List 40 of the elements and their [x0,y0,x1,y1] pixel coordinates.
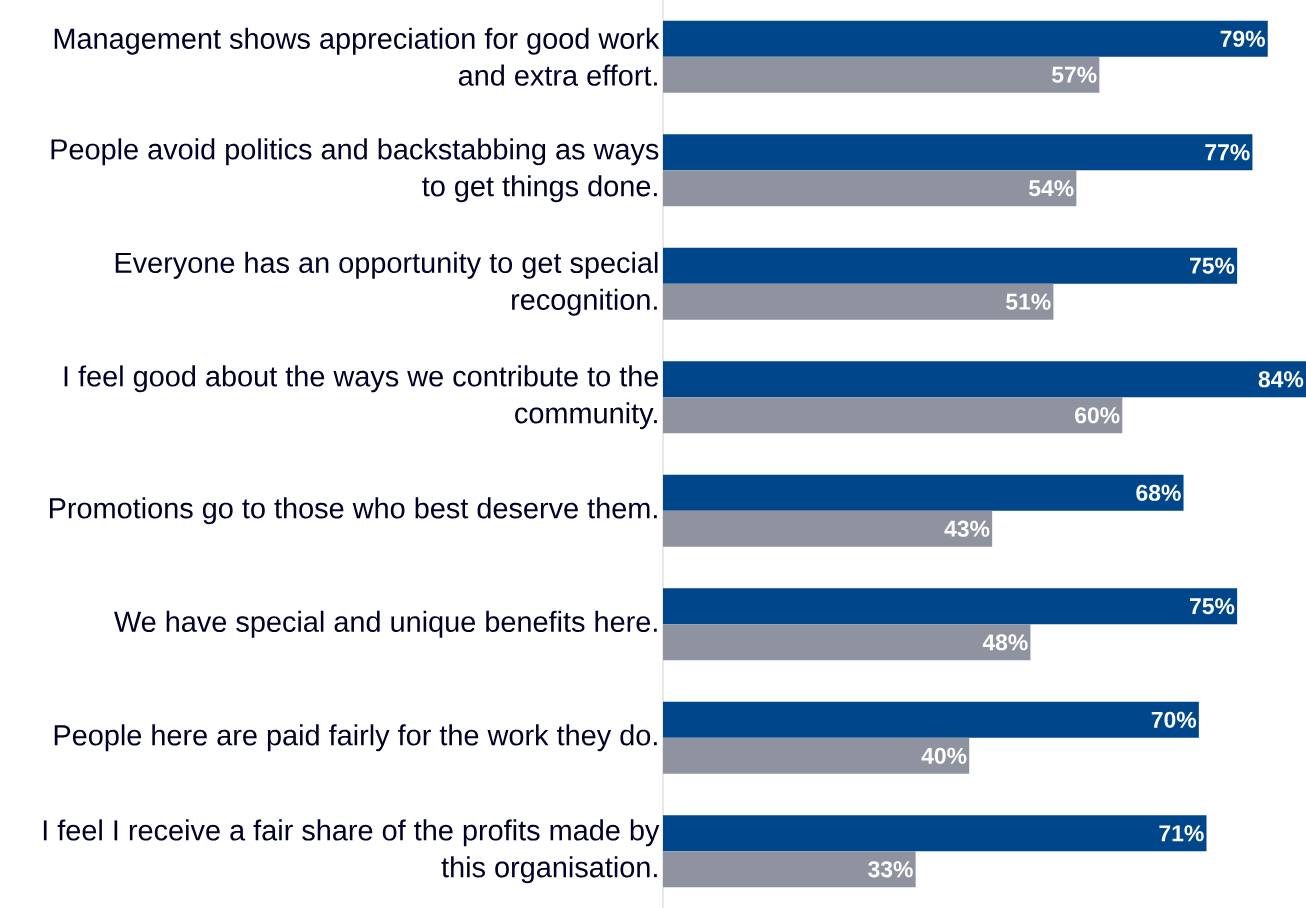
data-label: 40% [921,747,967,764]
data-label: 70% [1151,711,1197,728]
bar [663,737,970,774]
y-tick-label: People here are paid fairly for the work they do. [54,724,657,752]
bar [663,510,993,547]
bar [663,170,1077,207]
y-tick-label: Promotions go to those who best deserve them. [49,497,657,525]
bar [663,815,1207,852]
bar [663,283,1054,320]
data-label: 71% [1159,825,1204,842]
data-label: 51% [1006,293,1051,310]
y-tick-label: I feel good about the ways we contribute to the community. [64,365,659,430]
y-tick-label: Everyone has an opportunity to get special recognition. [115,251,658,316]
data-label: 60% [1075,407,1120,424]
bar [663,20,1268,57]
bar [663,134,1253,171]
bar [663,56,1100,93]
bar [663,851,916,888]
bar [663,397,1123,434]
data-label: 54% [1029,180,1074,197]
data-label: 79% [1220,30,1265,47]
bar [663,588,1238,625]
y-tick-label: People avoid politics and backstabbing as ways to get things done. [51,138,659,203]
y-tick-label: Management shows appreciation for good work and extra effort. [54,27,660,86]
bar [663,624,1031,661]
data-label: 75% [1190,257,1235,274]
bar [663,474,1184,511]
data-label: 68% [1136,484,1181,501]
data-label: 43% [944,520,990,537]
data-label: 48% [982,634,1028,651]
bar [663,361,1306,398]
bar [663,701,1199,738]
data-label: 84% [1258,371,1304,388]
y-tick-label: I feel I receive a fair share of the profits made by this organisation. [43,819,660,884]
data-label: 33% [868,861,913,878]
y-tick-label: We have special and unique benefits here. [114,610,657,638]
bar [663,247,1238,284]
data-label: 75% [1190,598,1235,615]
data-label: 57% [1051,66,1097,83]
data-label: 77% [1205,144,1250,161]
